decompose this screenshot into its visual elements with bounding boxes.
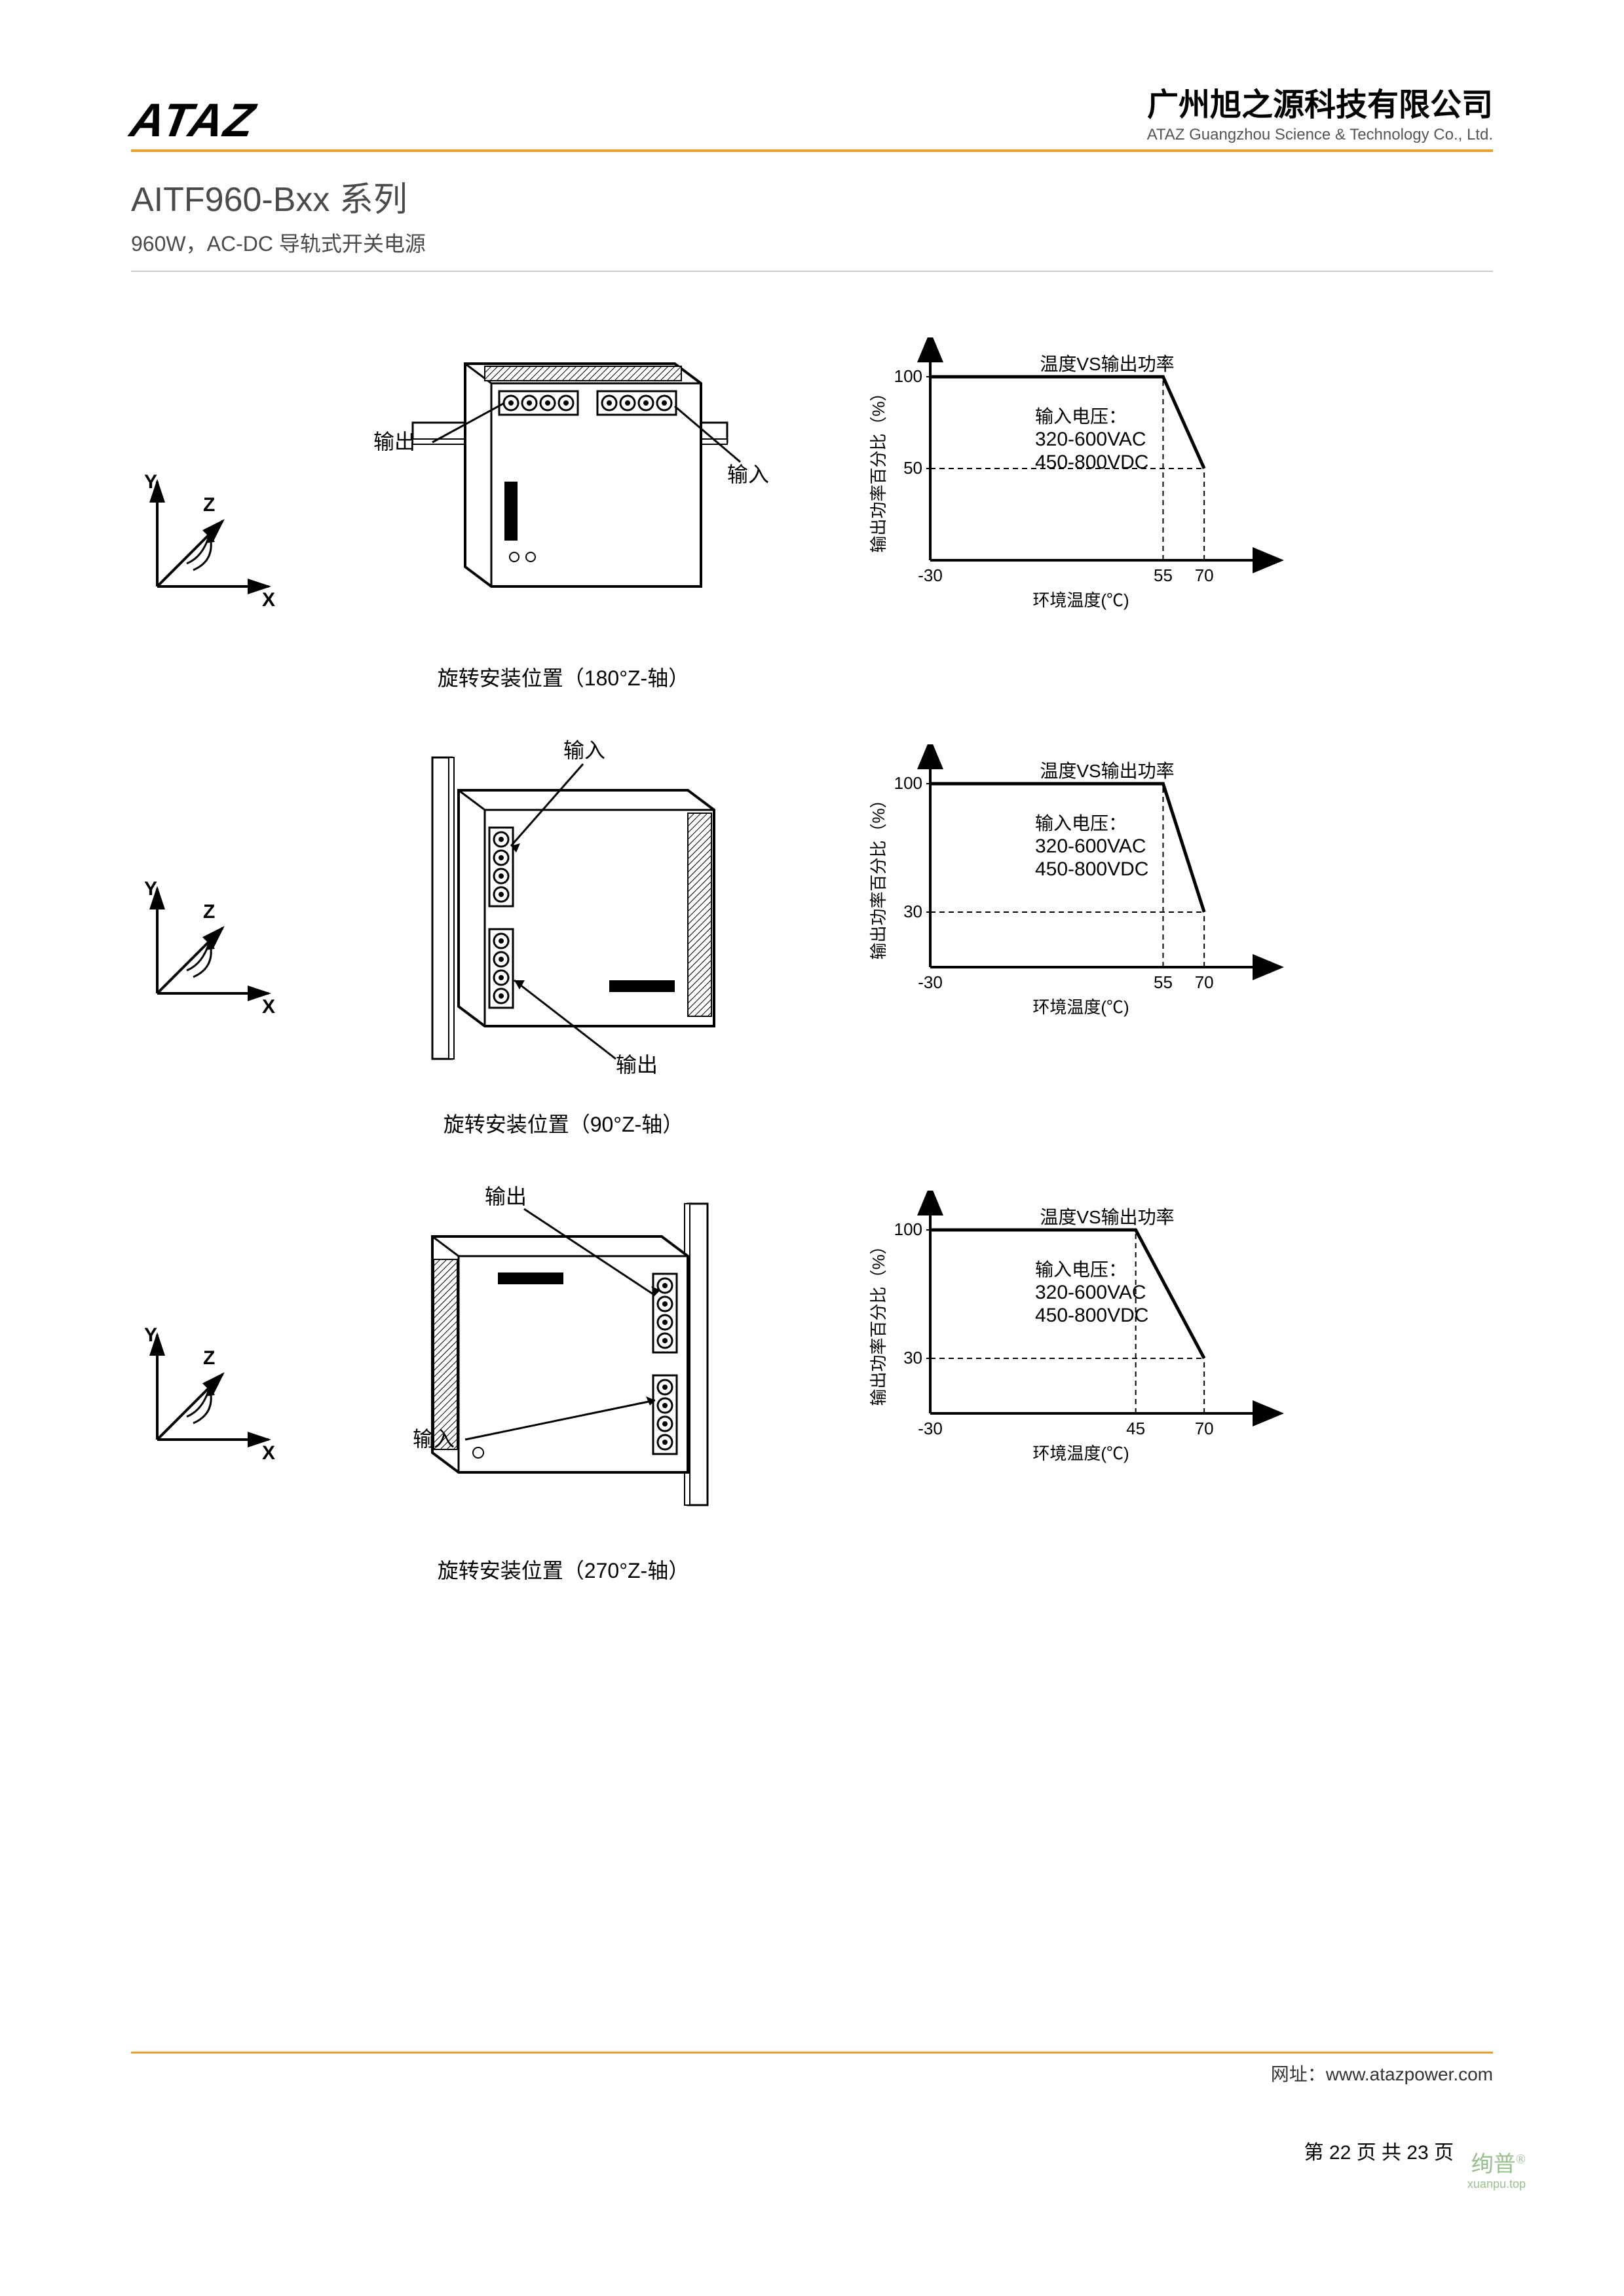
svg-text:70: 70 [1195,972,1214,992]
svg-text:输入: 输入 [727,463,769,486]
svg-text:320-600VAC: 320-600VAC [1035,835,1146,857]
svg-text:55: 55 [1154,972,1173,992]
device-column: 输出 输入 旋转安装位置（180°Z-轴） [301,311,825,692]
device-caption: 旋转安装位置（180°Z-轴） [301,662,825,692]
logo-text: ATAZ [127,97,259,144]
svg-text:30: 30 [903,1348,922,1368]
axis-diagram-svg: Y X Z [131,862,288,1020]
device-caption: 旋转安装位置（90°Z-轴） [301,1108,825,1138]
svg-text:320-600VAC: 320-600VAC [1035,429,1146,450]
title-block: AITF960-Bxx 系列 960W，AC-DC 导轨式开关电源 [131,172,1493,272]
company-block: 广州旭之源科技有限公司 ATAZ Guangzhou Science & Tec… [1147,79,1493,144]
svg-text:输出: 输出 [373,430,415,453]
chart-column: 温度VS输出功率 输出功率百分比（%） 环境温度(℃) 50 100 -30 55… [825,311,1493,616]
svg-text:100: 100 [894,1219,922,1239]
watermark-sub: xuanpu.top [1467,2177,1526,2191]
svg-text:-30: -30 [918,1419,943,1438]
page-number: 第 22 页 共 23 页 [1304,2136,1454,2165]
svg-text:Y: Y [144,1324,157,1346]
content-row: Y X Z [131,718,1493,1138]
page-header: ATAZ 广州旭之源科技有限公司 ATAZ Guangzhou Science … [131,79,1493,152]
svg-text:温度VS输出功率: 温度VS输出功率 [1040,761,1174,781]
svg-text:输出功率百分比（%）: 输出功率百分比（%） [869,1237,888,1406]
svg-text:X: X [262,589,275,611]
svg-text:输出功率百分比（%）: 输出功率百分比（%） [869,384,888,552]
chart-column: 温度VS输出功率 输出功率百分比（%） 环境温度(℃) 30 100 -30 55… [825,718,1493,1023]
footer-url: www.atazpower.com [1326,2064,1493,2084]
svg-text:100: 100 [894,366,922,386]
svg-text:输入电压：: 输入电压： [1035,406,1127,427]
svg-text:输入: 输入 [563,738,605,762]
svg-text:X: X [262,1442,275,1464]
company-name-en: ATAZ Guangzhou Science & Technology Co.,… [1147,126,1493,144]
svg-text:Z: Z [203,901,215,923]
svg-text:30: 30 [903,902,922,921]
derating-chart: 温度VS输出功率 输出功率百分比（%） 环境温度(℃) 30 100 -30 55… [865,744,1284,1020]
device-diagram: 输出 输入 [334,311,793,639]
svg-text:55: 55 [1154,565,1173,585]
device-column: 输入 输出 旋转安装位置（90°Z-轴） [301,718,825,1138]
axis-diagram: Y X Z [131,862,301,1023]
device-diagram: 输入 输出 [334,718,793,1085]
company-name-cn: 广州旭之源科技有限公司 [1147,79,1493,124]
svg-text:输入电压：: 输入电压： [1035,1259,1127,1280]
svg-text:环境温度(℃): 环境温度(℃) [1032,997,1129,1017]
svg-text:450-800VDC: 450-800VDC [1035,858,1148,880]
series-title: AITF960-Bxx 系列 [131,172,1493,221]
content-row: Y X Z [131,311,1493,692]
svg-text:输出: 输出 [616,1053,658,1077]
axis-diagram: Y X Z [131,1309,301,1469]
svg-text:温度VS输出功率: 温度VS输出功率 [1040,1207,1174,1227]
svg-text:Y: Y [144,471,157,493]
svg-text:-30: -30 [918,972,943,992]
footer-divider: 网址：www.atazpower.com [131,2052,1493,2086]
svg-text:Z: Z [203,1347,215,1369]
svg-text:温度VS输出功率: 温度VS输出功率 [1040,354,1174,374]
svg-text:450-800VDC: 450-800VDC [1035,1305,1148,1326]
svg-text:70: 70 [1195,565,1214,585]
svg-text:-30: -30 [918,565,943,585]
axis-diagram-svg: Y X Z [131,455,288,613]
watermark: 绚普® [1471,2146,1526,2178]
svg-text:100: 100 [894,773,922,793]
svg-text:320-600VAC: 320-600VAC [1035,1282,1146,1303]
chart-column: 温度VS输出功率 输出功率百分比（%） 环境温度(℃) 30 100 -30 45… [825,1164,1493,1469]
derating-chart: 温度VS输出功率 输出功率百分比（%） 环境温度(℃) 50 100 -30 55… [865,337,1284,613]
device-diagram: 输出 输入 [334,1164,793,1531]
svg-text:Z: Z [203,494,215,516]
svg-text:输入: 输入 [413,1427,455,1451]
svg-text:450-800VDC: 450-800VDC [1035,451,1148,473]
content-row: Y X Z [131,1164,1493,1584]
logo: ATAZ [131,97,255,144]
device-column: 输出 输入 旋转安装位置（270°Z-轴） [301,1164,825,1584]
svg-text:输出功率百分比（%）: 输出功率百分比（%） [869,791,888,959]
svg-text:50: 50 [903,458,922,478]
svg-text:环境温度(℃): 环境温度(℃) [1032,590,1129,610]
footer-url-label: 网址： [1271,2064,1326,2084]
axis-diagram: Y X Z [131,455,301,616]
svg-text:环境温度(℃): 环境温度(℃) [1032,1444,1129,1463]
svg-text:45: 45 [1126,1419,1145,1438]
svg-text:输入电压：: 输入电压： [1035,813,1127,833]
svg-text:70: 70 [1195,1419,1214,1438]
svg-text:Y: Y [144,878,157,900]
svg-text:输出: 输出 [485,1185,527,1208]
axis-diagram-svg: Y X Z [131,1309,288,1466]
svg-text:X: X [262,996,275,1018]
derating-chart: 温度VS输出功率 输出功率百分比（%） 环境温度(℃) 30 100 -30 45… [865,1191,1284,1466]
device-caption: 旋转安装位置（270°Z-轴） [301,1554,825,1584]
series-subtitle: 960W，AC-DC 导轨式开关电源 [131,227,1493,258]
